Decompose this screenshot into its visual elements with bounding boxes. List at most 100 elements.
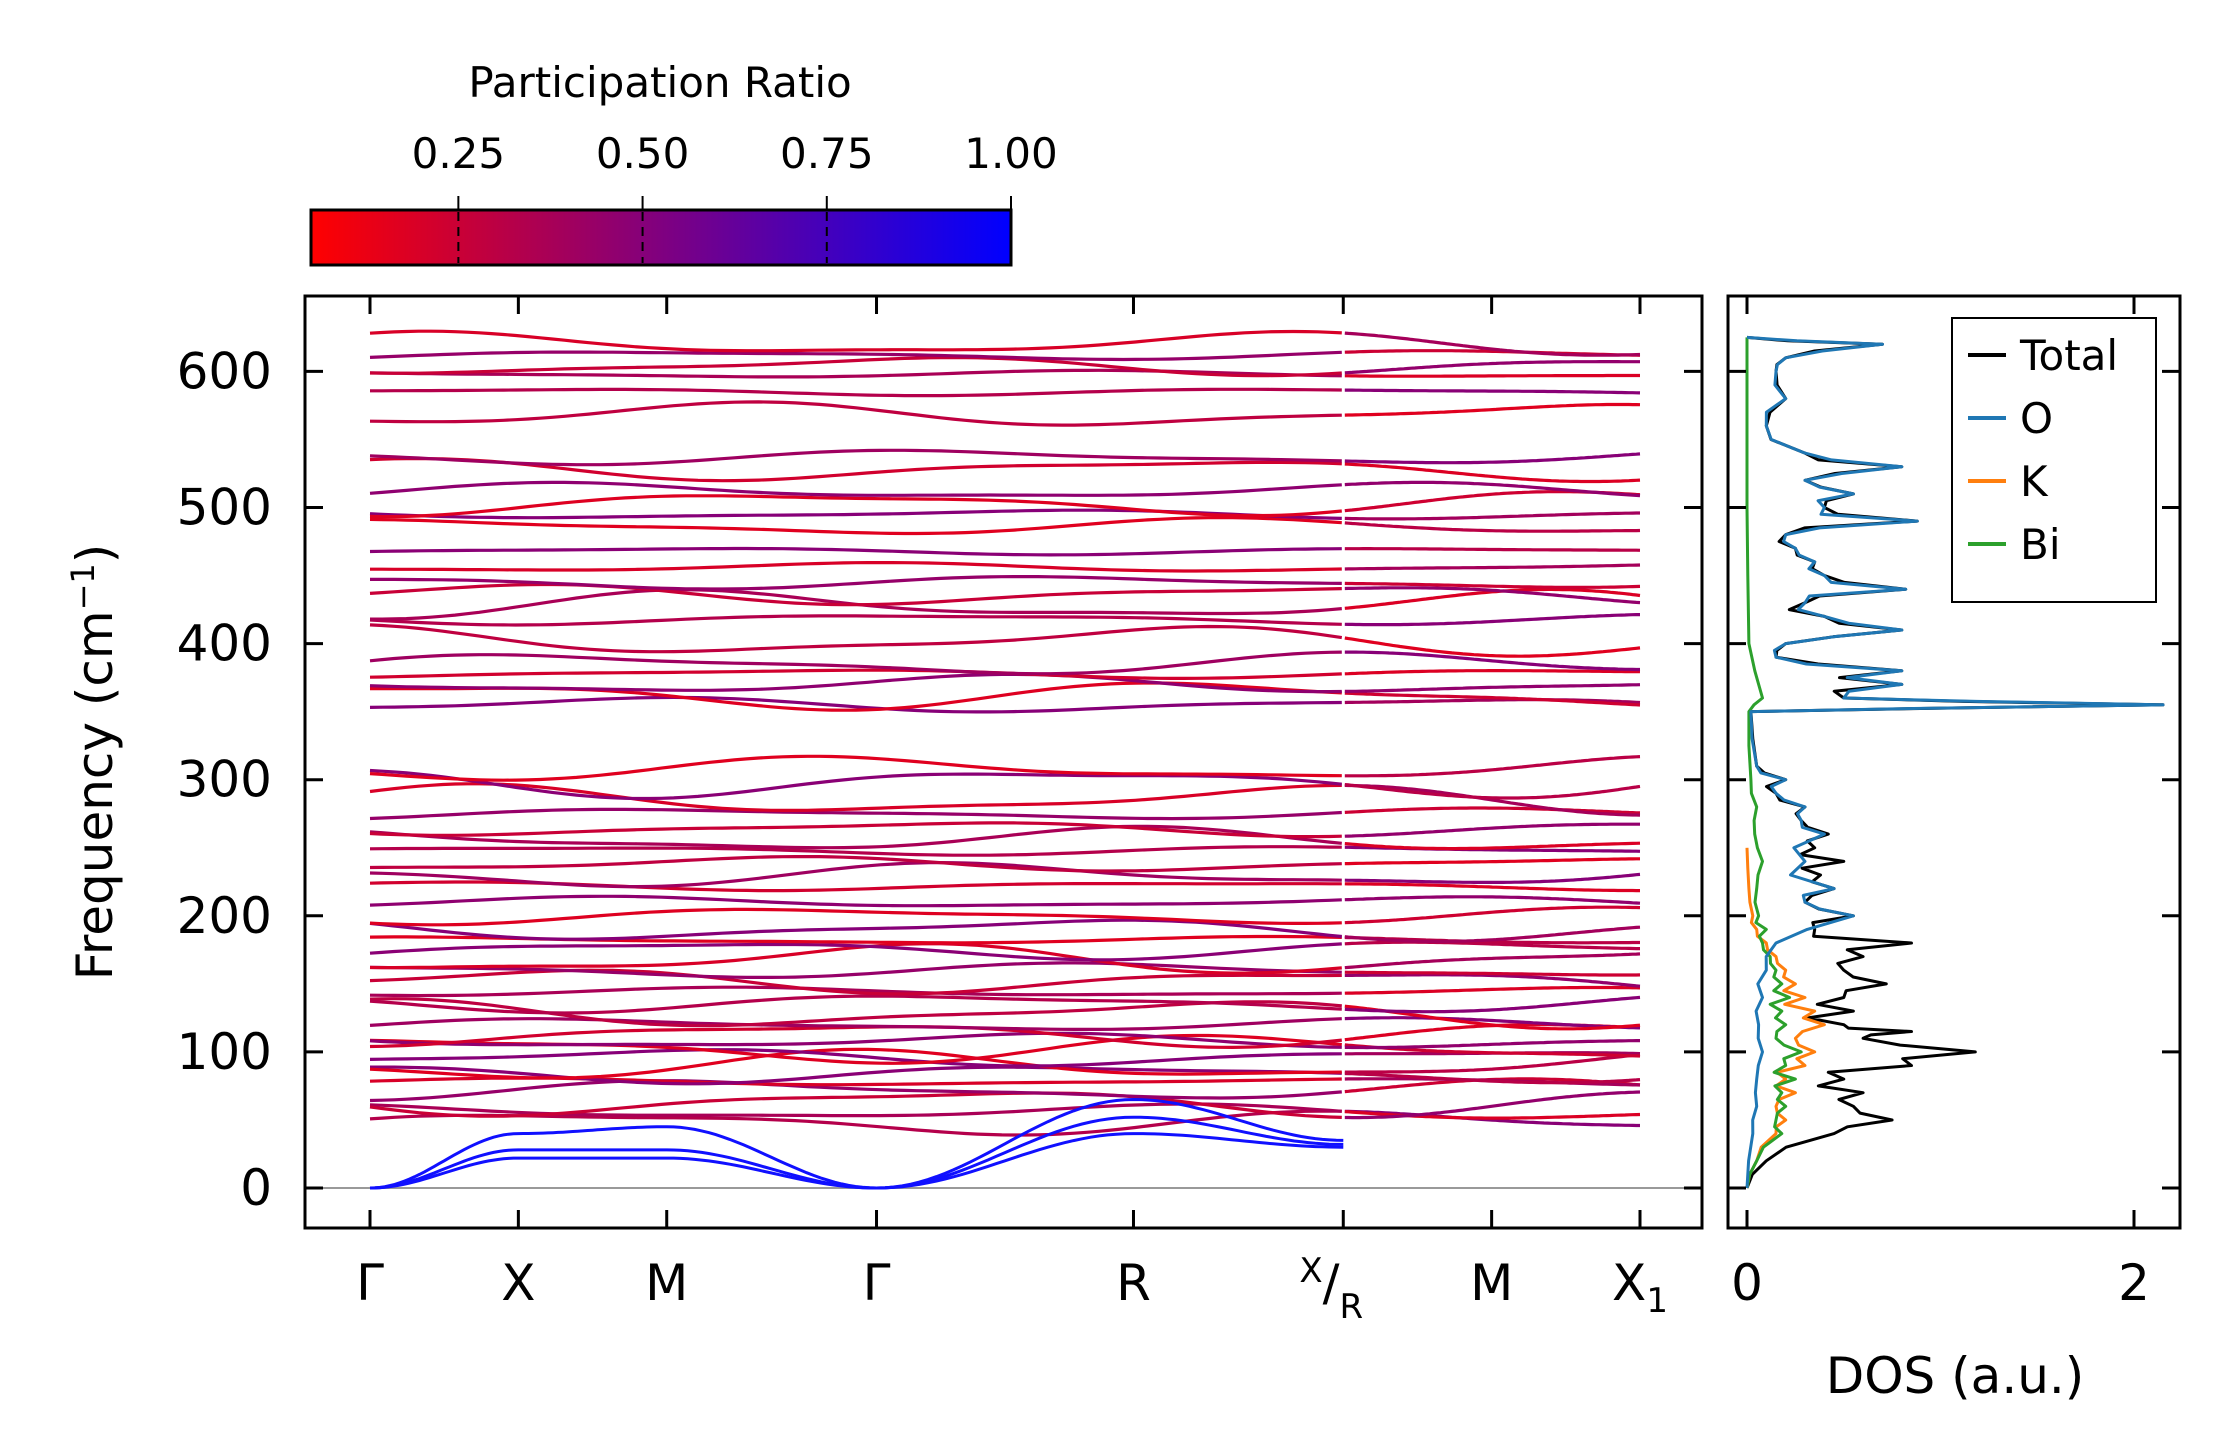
- phonon-branch: [1344, 650, 1640, 672]
- phonon-branch: [1344, 882, 1640, 893]
- phonon-branch: [1344, 985, 1641, 995]
- phonon-branch: [369, 582, 1342, 607]
- phonon-branch: [1344, 691, 1641, 707]
- band-y-axis-label: Frequency (cm−1): [64, 544, 124, 981]
- colorbar-tick-label: 0.25: [412, 129, 506, 178]
- phonon-branch: [370, 575, 1342, 591]
- dos-curve-bi: [1745, 337, 1803, 1189]
- dos-plot-frame: [1726, 294, 2182, 1230]
- phonon-branch: [369, 494, 1342, 519]
- phonon-branch: [369, 515, 1342, 536]
- colorbar-tick-label: 1.00: [964, 129, 1058, 178]
- dos-x-tick-label: 0: [1731, 1254, 1763, 1312]
- phonon-branch: [1344, 402, 1641, 417]
- phonon-branch: [1344, 783, 1641, 817]
- phonon-branch: [1344, 1053, 1641, 1074]
- phonon-branch: [1344, 511, 1640, 521]
- phonon-branch: [369, 1079, 1342, 1103]
- phonon-branch: [1344, 452, 1641, 465]
- k-point-label: M: [645, 1254, 688, 1312]
- acoustic-branch: [369, 1115, 1344, 1190]
- y-tick-label: 600: [177, 342, 272, 400]
- phonon-branch: [1344, 1039, 1640, 1050]
- phonon-branch: [1344, 783, 1641, 800]
- phonon-branch: [1344, 586, 1641, 605]
- phonon-branch: [1344, 373, 1640, 378]
- phonon-branch: [369, 448, 1342, 467]
- phonon-branch: [369, 1047, 1342, 1080]
- colorbar-title: Participation Ratio: [468, 58, 851, 107]
- k-point-label: Γ: [863, 1254, 891, 1312]
- phonon-branch: [1344, 925, 1641, 944]
- phonon-branch: [369, 997, 1342, 1028]
- acoustic-branch: [369, 1132, 1344, 1190]
- phonon-branch: [1344, 755, 1641, 778]
- phonon-branch: [369, 546, 1342, 557]
- phonon-branch: [1344, 1090, 1641, 1120]
- dos-curve-o: [1745, 335, 2165, 1189]
- phonon-branch: [1344, 973, 1641, 988]
- phonon-branch: [369, 1076, 1342, 1087]
- phonon-branch: [369, 942, 1342, 975]
- phonon-branch: [1344, 806, 1641, 815]
- phonon-branch: [1344, 360, 1640, 375]
- phonon-branch: [1344, 563, 1641, 571]
- phonon-branch: [369, 907, 1342, 927]
- phonon-branch: [369, 994, 1342, 1015]
- phonon-branch: [369, 1031, 1342, 1049]
- phonon-branch: [1344, 905, 1641, 925]
- phonon-branch: [1344, 636, 1641, 658]
- phonon-branch: [369, 860, 1342, 889]
- phonon-branch: [370, 561, 1342, 573]
- phonon-branch: [1344, 462, 1641, 484]
- phonon-branch: [369, 768, 1342, 801]
- phonon-branch: [369, 672, 1342, 694]
- colorbar: Participation Ratio 0.25 0.50 0.75 1.00: [309, 58, 1058, 267]
- phonon-branch: [369, 782, 1342, 812]
- phonon-branch: [369, 614, 1342, 627]
- dos-x-axis-label: DOS (a.u.): [1826, 1347, 2085, 1405]
- legend-label: Total: [2019, 331, 2118, 380]
- dos-x-tick-label: 2: [2118, 1254, 2150, 1312]
- phonon-branch: [1344, 388, 1641, 395]
- phonon-branch: [1344, 669, 1641, 676]
- phonon-branch: [369, 824, 1342, 850]
- band-structure-plot: 0 100 200 300 400 500 600 Γ X M Γ R X/R M X1 Frequenc…: [64, 294, 1704, 1327]
- legend-label: O: [2020, 394, 2053, 443]
- phonon-branch: [1344, 1016, 1641, 1030]
- dos-curve-k: [1745, 847, 1826, 1189]
- legend-label: K: [2020, 457, 2049, 506]
- dos-legend: Total OK Bi: [1951, 317, 2157, 603]
- phonon-branch: [369, 1102, 1342, 1118]
- acoustic-branch: [369, 1097, 1344, 1190]
- phonon-branch: [369, 942, 1342, 962]
- phonon-branch: [370, 1065, 1342, 1086]
- phonon-branch: [369, 623, 1343, 654]
- k-point-label: R: [1116, 1254, 1151, 1312]
- phonon-branch: [1344, 613, 1640, 627]
- phonon-branch: [1344, 480, 1641, 498]
- colorbar-tick-label: 0.50: [596, 129, 690, 178]
- phonon-branch: [369, 1048, 1342, 1068]
- phonon-branch: [1344, 822, 1640, 838]
- k-point-label: X: [501, 1254, 535, 1312]
- phonon-branch: [1344, 857, 1640, 866]
- phonon-branch: [1344, 547, 1641, 552]
- phonon-branch: [1344, 521, 1641, 533]
- phonon-branch: [370, 387, 1342, 398]
- y-tick-label: 0: [240, 1159, 272, 1217]
- phonon-branch: [1344, 995, 1641, 1014]
- phonon-branch: [369, 961, 1342, 979]
- phonon-branch: [369, 329, 1342, 353]
- phonon-branch: [369, 894, 1342, 908]
- phonon-branch: [1344, 952, 1641, 970]
- phonon-branch: [369, 1017, 1342, 1031]
- phonon-branch: [1344, 331, 1641, 357]
- y-tick-label: 200: [177, 887, 272, 945]
- k-point-label: M: [1470, 1254, 1513, 1312]
- phonon-branch: [369, 821, 1342, 839]
- phonon-branch: [369, 807, 1342, 821]
- phonon-branch: [1344, 872, 1641, 884]
- phonon-branch: [369, 880, 1342, 893]
